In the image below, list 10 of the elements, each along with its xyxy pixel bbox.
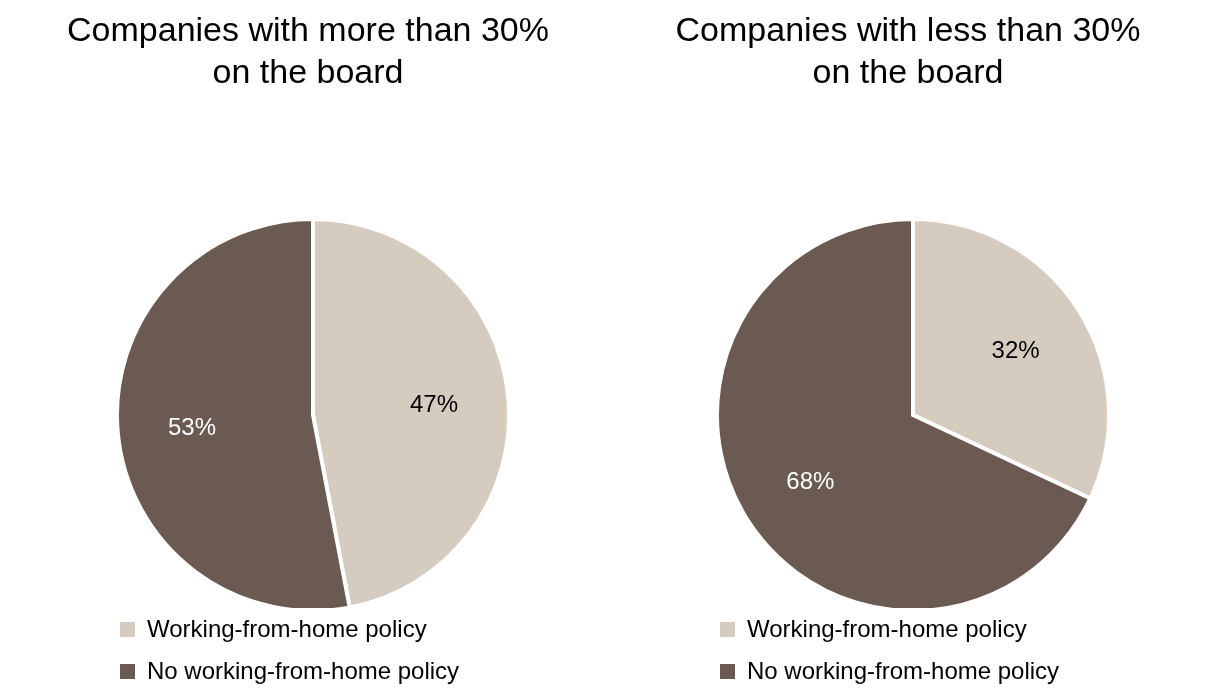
legend-label: Working-from-home policy	[747, 614, 1027, 644]
data-label: 32%	[991, 336, 1040, 364]
data-label: 68%	[786, 466, 835, 494]
legend-label: No working-from-home policy	[747, 656, 1060, 686]
chart-title: Companies with more than 30% on the board	[66, 9, 550, 92]
data-label: 47%	[409, 390, 458, 418]
chart-title: Companies with less than 30% on the board	[674, 9, 1142, 92]
legend-label: No working-from-home policy	[147, 656, 460, 686]
legend-label: Working-from-home policy	[147, 614, 427, 644]
data-label: 53%	[168, 412, 217, 440]
